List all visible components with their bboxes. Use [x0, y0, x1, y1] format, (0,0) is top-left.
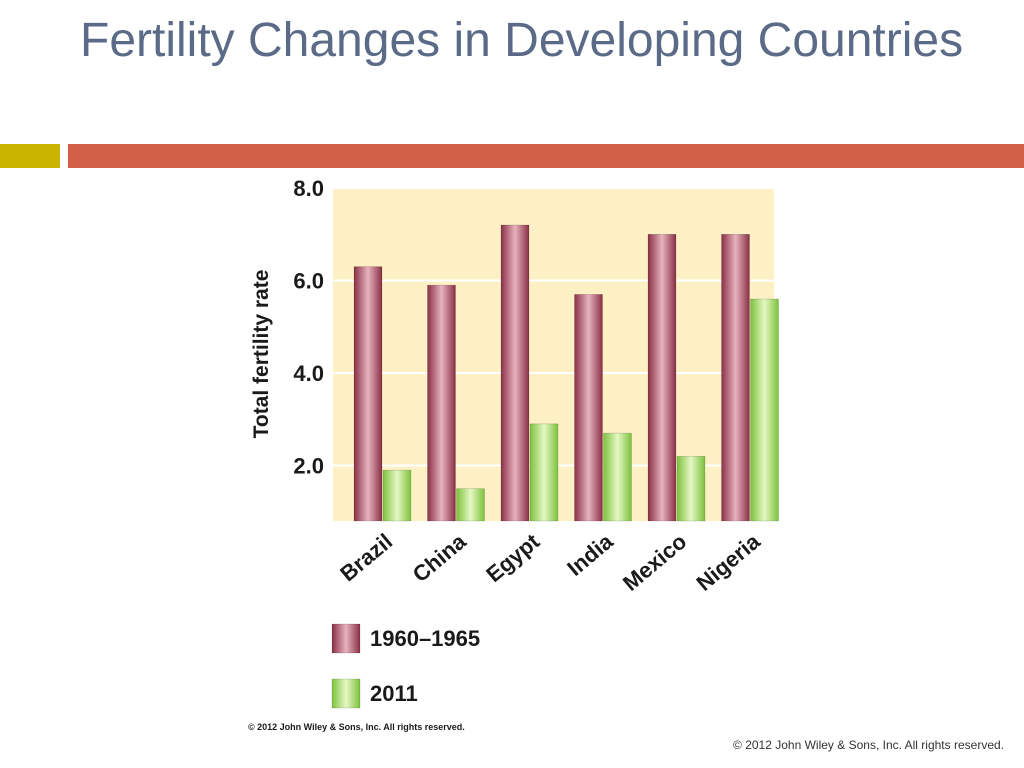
slide-footer: © 2012 John Wiley & Sons, Inc. All right…	[733, 738, 1004, 752]
bars-layer	[353, 224, 779, 522]
x-tick-label: Brazil	[335, 529, 397, 587]
bar-brazil-series-1	[382, 469, 412, 522]
legend-label: 1960–1965	[370, 626, 480, 651]
legend-swatch	[331, 678, 361, 709]
bar-india-series-1	[603, 432, 632, 522]
legend: 1960–1965 2011	[331, 623, 480, 709]
bar-egypt-series-0	[500, 224, 530, 522]
x-tick-label: Mexico	[618, 529, 691, 596]
x-tick-label: Egypt	[481, 528, 544, 587]
accent-bar-right	[68, 144, 1024, 168]
x-tick-label: China	[408, 528, 471, 587]
legend-swatch	[331, 623, 361, 654]
chart-svg: 2.0 4.0 6.0 8.0 Total fertility rate Brazil…	[248, 176, 779, 732]
bar-india-series-0	[574, 294, 603, 522]
x-tick-label: Nigeria	[692, 528, 766, 596]
y-tick-label: 2.0	[293, 454, 324, 479]
bar-brazil-series-0	[353, 266, 383, 522]
slide-title: Fertility Changes in Developing Countrie…	[80, 14, 964, 67]
y-axis-label: Total fertility rate	[250, 270, 273, 439]
x-tick-labels: Brazil China Egypt India Mexico Nigeria	[335, 528, 765, 596]
fertility-chart: 2.0 4.0 6.0 8.0 Total fertility rate Brazil…	[240, 172, 800, 738]
bar-nigeria-series-0	[721, 234, 750, 522]
bar-mexico-series-0	[647, 234, 677, 522]
legend-label: 2011	[370, 681, 418, 706]
bar-china-series-0	[427, 284, 456, 522]
x-tick-label: India	[562, 528, 618, 581]
accent-bar-left	[0, 144, 60, 168]
y-tick-label: 8.0	[293, 176, 324, 201]
y-tick-label: 4.0	[293, 361, 324, 386]
y-tick-label: 6.0	[293, 269, 324, 294]
chart-credit: © 2012 John Wiley & Sons, Inc. All right…	[248, 722, 465, 732]
bar-nigeria-series-1	[750, 298, 779, 522]
bar-egypt-series-1	[529, 423, 559, 522]
bar-mexico-series-1	[676, 456, 706, 522]
y-tick-labels: 2.0 4.0 6.0 8.0	[293, 176, 324, 479]
bar-china-series-1	[456, 488, 485, 522]
